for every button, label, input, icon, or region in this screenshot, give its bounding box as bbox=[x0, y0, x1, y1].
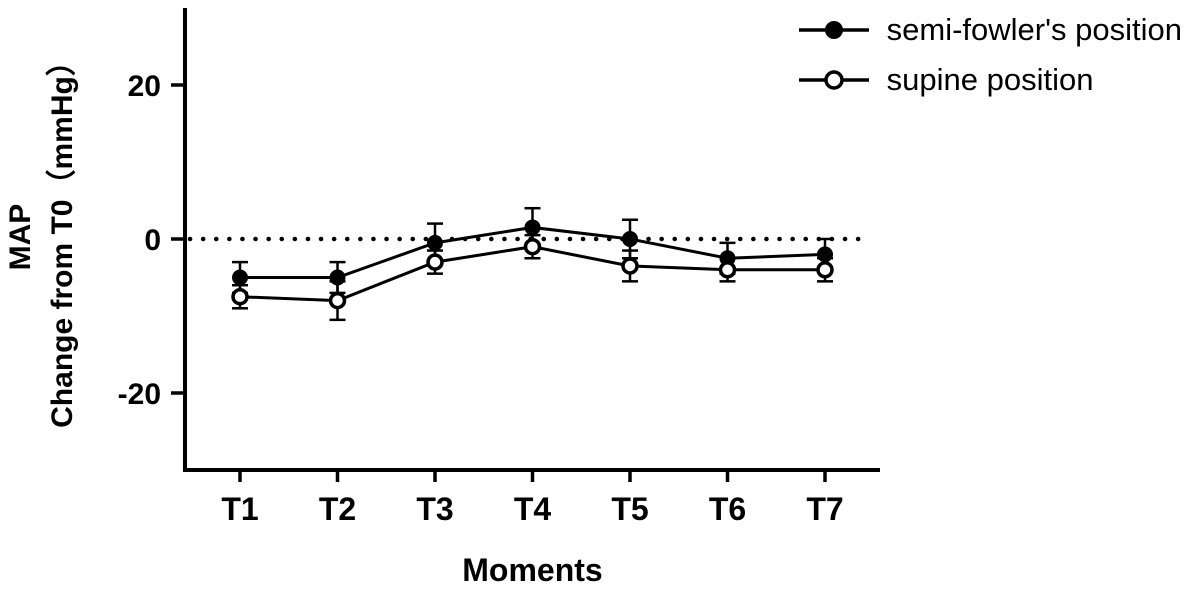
legend-label-supine: supine position bbox=[886, 62, 1094, 97]
data-point-open bbox=[328, 291, 347, 310]
data-point-filled bbox=[622, 231, 638, 247]
legend-item-semi-fowler: semi-fowler's position bbox=[795, 12, 1182, 48]
x-tick-label: T7 bbox=[806, 491, 843, 527]
data-point-open bbox=[621, 257, 639, 275]
legend-item-supine: supine position bbox=[795, 62, 1182, 98]
data-point-open bbox=[718, 261, 737, 279]
x-tick-label: T1 bbox=[221, 491, 258, 527]
x-axis-title: Moments bbox=[462, 552, 603, 588]
y-axis-title-line1: MAP bbox=[4, 203, 37, 271]
x-tick-label: T4 bbox=[514, 491, 552, 527]
data-point-open bbox=[523, 237, 542, 256]
x-tick-label: T2 bbox=[319, 491, 356, 527]
y-axis-title: MAP Change from T0（mmHg） bbox=[0, 2, 84, 472]
y-tick-label: -20 bbox=[118, 378, 161, 411]
data-point-filled bbox=[427, 234, 443, 251]
legend-label-semi-fowler: semi-fowler's position bbox=[886, 12, 1182, 47]
x-tick-label: T3 bbox=[416, 491, 453, 527]
legend: semi-fowler's position supine position bbox=[795, 12, 1182, 98]
data-point-open bbox=[816, 261, 834, 279]
data-point-filled bbox=[524, 219, 541, 236]
data-point-open bbox=[231, 288, 249, 306]
y-tick-label: 20 bbox=[128, 70, 161, 103]
x-tick-label: T6 bbox=[709, 491, 746, 527]
data-point-open bbox=[426, 253, 444, 271]
open-circle-marker-icon bbox=[798, 70, 869, 90]
x-tick-label: T5 bbox=[611, 491, 648, 527]
data-point-filled bbox=[232, 269, 248, 286]
y-axis-title-line2: Change from T0（mmHg） bbox=[46, 46, 79, 428]
y-tick-label: 0 bbox=[144, 224, 161, 257]
filled-circle-marker-icon bbox=[798, 21, 869, 39]
